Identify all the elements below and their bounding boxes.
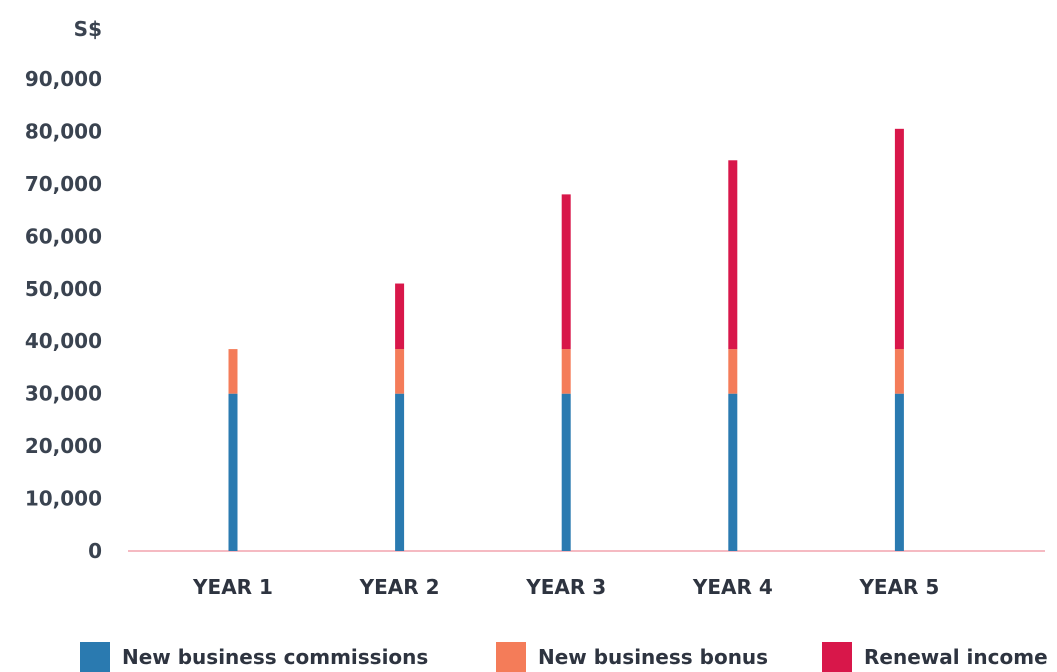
legend-item-new-business-bonus: New business bonus [496, 642, 768, 672]
bar-segment-renewal [561, 194, 571, 350]
y-tick-label: 40,000 [25, 329, 102, 353]
y-tick-label: 10,000 [25, 487, 102, 511]
legend-swatch-renewal [822, 642, 852, 672]
bar-segment-renewal [395, 283, 405, 350]
bar-segment-bonus [728, 349, 738, 394]
bar-segment-commissions [728, 393, 738, 551]
x-tick-label: YEAR 1 [192, 575, 273, 599]
y-tick-label: 50,000 [25, 277, 102, 301]
y-axis-ticks: 0 10,000 20,000 30,000 40,000 50,000 60,000 70,… [25, 67, 102, 563]
stacked-bar-chart: S$ 0 10,000 20,000 30,000 40,000 50,000 60,000… [25, 17, 1045, 599]
legend-swatch-commissions [80, 642, 110, 672]
legend: New business commissions New business bo… [0, 642, 1057, 672]
y-tick-label: 60,000 [25, 224, 102, 248]
legend-swatch-bonus [496, 642, 526, 672]
y-tick-label: 20,000 [25, 434, 102, 458]
x-axis-ticks: YEAR 1 YEAR 2 YEAR 3 YEAR 4 YEAR 5 [192, 575, 939, 599]
legend-label-renewal: Renewal income [864, 645, 1048, 669]
x-tick-label: YEAR 4 [692, 575, 773, 599]
legend-item-renewal-income: Renewal income [822, 642, 1048, 672]
y-tick-label: 90,000 [25, 67, 102, 91]
bar-segment-commissions [395, 393, 405, 551]
bars [228, 128, 904, 551]
bar-segment-commissions [561, 393, 571, 551]
y-tick-label: 70,000 [25, 172, 102, 196]
bar-segment-bonus [561, 349, 571, 394]
legend-label-commissions: New business commissions [122, 645, 429, 669]
x-tick-label: YEAR 5 [858, 575, 939, 599]
legend-item-new-business-commissions: New business commissions [80, 642, 428, 672]
bar-segment-renewal [728, 160, 738, 350]
y-unit-label: S$ [74, 17, 102, 41]
y-tick-label: 80,000 [25, 119, 102, 143]
x-tick-label: YEAR 2 [359, 575, 440, 599]
bar-segment-bonus [395, 349, 405, 394]
bar-segment-bonus [894, 349, 904, 394]
y-tick-label: 0 [88, 539, 102, 563]
bar-segment-renewal [894, 128, 904, 350]
y-tick-label: 30,000 [25, 382, 102, 406]
bar-segment-commissions [228, 393, 238, 551]
legend-label-bonus: New business bonus [538, 645, 769, 669]
bar-segment-bonus [228, 349, 238, 394]
x-tick-label: YEAR 3 [525, 575, 606, 599]
bar-segment-commissions [894, 393, 904, 551]
